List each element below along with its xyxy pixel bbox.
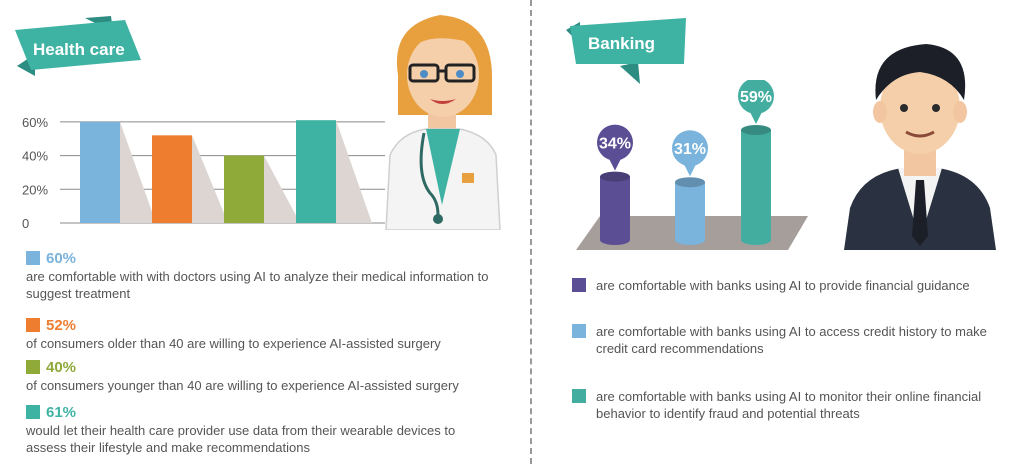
data-label: 59%: [740, 89, 772, 106]
health-care-title: Health care: [33, 40, 125, 59]
bar-shadow: [336, 120, 372, 223]
data-label: 34%: [599, 136, 631, 153]
legend-swatch: [26, 405, 40, 419]
glasses-right-lens: [444, 63, 476, 83]
health-care-bar-chart: 0 20% 40% 60%: [22, 115, 385, 231]
doctor-fringe: [406, 22, 480, 57]
doctor-eye-left: [420, 70, 428, 78]
callout-bubble: [738, 80, 774, 114]
bar: [224, 155, 264, 223]
bar: [80, 121, 120, 223]
legend-percent: 60%: [46, 250, 77, 267]
cylinder-bar: [675, 182, 705, 245]
legend-description: are comfortable with banks using AI to a…: [596, 324, 987, 356]
cylinder-top: [600, 171, 630, 182]
cylinder-top: [741, 125, 771, 135]
businessman-eye-left: [900, 104, 908, 112]
y-tick-label: 40%: [22, 149, 48, 164]
doctor-face: [407, 33, 479, 117]
cylinder-bar: [600, 176, 630, 245]
legend-swatch: [572, 278, 586, 292]
legend-description: of consumers older than 40 are willing t…: [26, 336, 441, 351]
stethoscope-tube: [419, 132, 440, 216]
legend-description: are comfortable with banks using AI to p…: [596, 278, 970, 293]
businessman-face: [880, 62, 960, 154]
legend-description: would let their health care provider use…: [26, 423, 456, 455]
legend-swatch: [572, 389, 586, 403]
legend-percent: 40%: [46, 359, 77, 376]
legend-swatch: [26, 318, 40, 332]
cylinder-top: [675, 177, 705, 188]
legend-percent: 61%: [46, 404, 77, 421]
doctor-mouth: [430, 99, 456, 104]
stethoscope-chest-piece: [433, 214, 443, 224]
y-tick-label: 0: [22, 216, 29, 231]
legend-description: are comfortable with with doctors using …: [26, 269, 489, 301]
banking-3d-bar-chart: 34% 31% 59%: [576, 80, 808, 250]
doctor-eye-right: [456, 70, 464, 78]
section-divider: [530, 0, 532, 464]
businessman-hair: [875, 44, 966, 100]
ribbon-body: [570, 18, 686, 64]
health-care-ribbon: [15, 16, 141, 76]
businessman-mouth: [905, 130, 935, 138]
banking-title: Banking: [588, 34, 656, 53]
y-tick-label: 20%: [22, 182, 48, 197]
legend-swatch: [26, 251, 40, 265]
doctor-scrubs: [426, 129, 460, 205]
legend-swatch: [572, 324, 586, 338]
callout-bubble: [597, 124, 633, 161]
legend-description: of consumers younger than 40 are willing…: [26, 378, 459, 393]
data-label: 31%: [674, 141, 706, 158]
businessman-eye-right: [932, 104, 940, 112]
businessman-ear-right: [953, 101, 967, 123]
businessman-ear-left: [873, 101, 887, 123]
glasses-left-lens: [408, 63, 440, 83]
bar-shadow: [192, 135, 228, 223]
businessman-illustration: [844, 44, 996, 250]
ribbon-body: [15, 20, 141, 70]
necktie: [912, 180, 928, 246]
bar: [152, 135, 192, 223]
bar-shadow: [264, 155, 300, 223]
banking-ribbon: [566, 18, 686, 84]
bar-shadow: [120, 121, 156, 223]
ribbon-tail: [620, 62, 640, 84]
callout-bubble: [672, 130, 708, 167]
cylinder-bar: [741, 130, 771, 245]
legend-swatch: [26, 360, 40, 374]
legend-percent: 52%: [46, 317, 77, 334]
legend-description: are comfortable with banks using AI to m…: [596, 389, 982, 421]
bar: [296, 120, 336, 223]
y-tick-label: 60%: [22, 115, 48, 130]
coat-pocket-pen: [462, 173, 474, 183]
doctor-illustration: [385, 15, 501, 230]
